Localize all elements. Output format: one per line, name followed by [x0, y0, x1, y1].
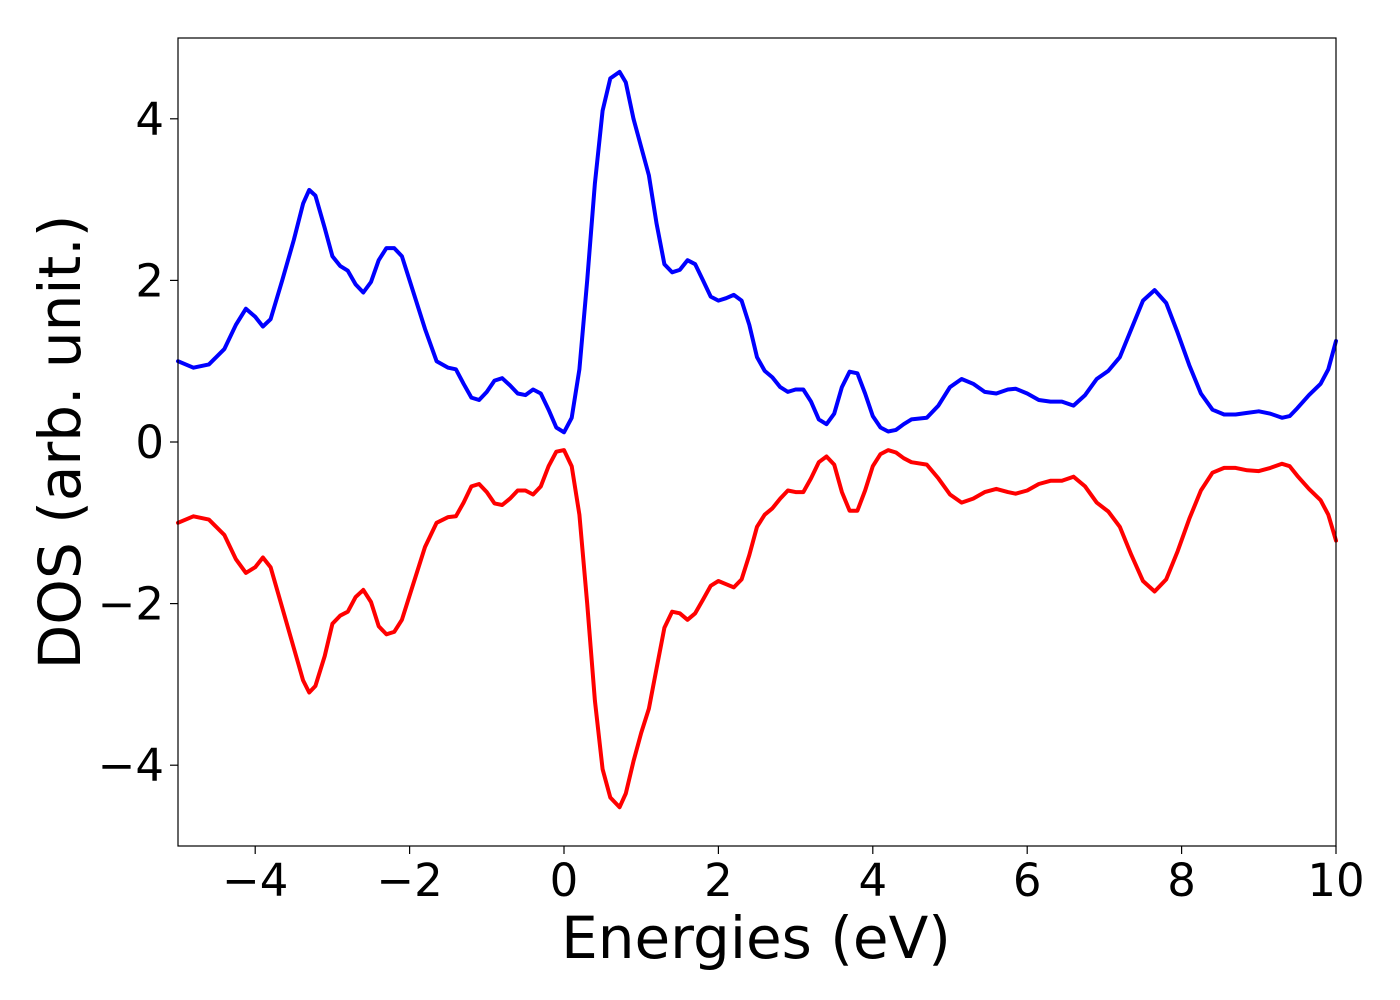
x-tick-label: −2: [376, 854, 442, 907]
x-tick-label: 8: [1167, 854, 1196, 907]
x-axis-label: Energies (eV): [561, 904, 951, 972]
plot-frame: [177, 37, 1337, 847]
y-axis-ticks: −4 −2 0 2 4: [98, 93, 178, 792]
y-tick-label: 0: [135, 416, 164, 469]
x-tick-label: 6: [1013, 854, 1042, 907]
y-tick-label: 4: [135, 93, 164, 146]
y-axis-label: DOS (arb. unit.): [26, 215, 94, 670]
x-tick-label: 0: [550, 854, 579, 907]
x-tick-label: 10: [1307, 854, 1364, 907]
y-tick-label: 2: [135, 254, 164, 307]
x-tick-label: 4: [858, 854, 887, 907]
series-line-1: [176, 448, 1338, 810]
y-tick-label: −2: [98, 578, 164, 631]
x-axis-ticks: −4 −2 0 2 4 6 8 10: [222, 846, 1365, 907]
y-tick-label: −4: [98, 739, 164, 792]
series-layer: [176, 69, 1338, 810]
x-tick-label: 2: [704, 854, 733, 907]
x-tick-label: −4: [222, 854, 288, 907]
series-line-0: [176, 69, 1338, 435]
